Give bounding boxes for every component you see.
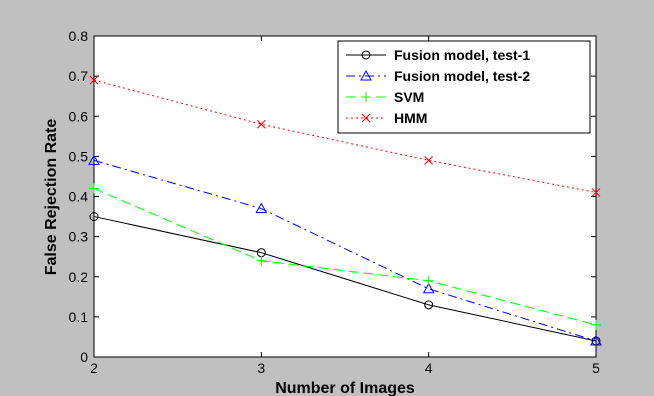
data-point [423, 275, 434, 286]
y-tick-label: 0.2 [69, 269, 89, 285]
series-line [93, 79, 597, 193]
data-point [255, 202, 268, 214]
data-point [89, 212, 99, 222]
data-point [89, 183, 99, 194]
legend-marker [361, 113, 371, 123]
legend-label: Fusion model, test-2 [394, 68, 530, 84]
series-3 [89, 75, 601, 197]
x-tick-label: 2 [90, 360, 98, 376]
series-1 [88, 154, 602, 346]
y-tick-label: 0.4 [69, 189, 89, 205]
legend-item: Fusion model, test-1 [346, 47, 530, 63]
legend-label: Fusion model, test-1 [394, 47, 530, 63]
legend-item: SVM [346, 89, 424, 105]
legend-label: HMM [394, 110, 427, 126]
data-point [422, 282, 435, 294]
x-tick-label: 4 [425, 360, 433, 376]
y-tick-label: 0.8 [69, 28, 89, 44]
data-point [89, 75, 99, 85]
data-point [88, 154, 100, 165]
y-axis-label: False Rejection Rate [43, 119, 60, 276]
y-tick-label: 0.5 [69, 148, 89, 164]
legend-box [337, 40, 591, 134]
y-tick-label: 0.7 [69, 68, 89, 84]
y-tick-label: 0 [80, 349, 88, 365]
x-axis-label: Number of Images [275, 380, 415, 396]
data-point [591, 319, 601, 330]
data-point [256, 255, 267, 266]
series-line [93, 188, 597, 326]
y-tick-label: 0.1 [69, 309, 89, 325]
legend-item: Fusion model, test-2 [346, 68, 530, 84]
legend-item: HMM [346, 110, 427, 126]
legend-marker [360, 69, 372, 81]
x-tick-label: 3 [257, 360, 265, 376]
data-point [424, 300, 434, 310]
x-tick-label: 5 [592, 360, 600, 376]
data-point [256, 119, 266, 129]
series-line [93, 159, 597, 342]
legend-label: SVM [394, 89, 424, 105]
data-point [424, 156, 434, 165]
series-line [93, 216, 597, 342]
legend-marker [361, 92, 371, 102]
y-tick-label: 0.3 [69, 229, 89, 245]
data-point [591, 188, 601, 197]
legend-marker [361, 50, 371, 60]
y-tick-label: 0.6 [69, 108, 89, 124]
series-2 [89, 183, 601, 330]
data-point [590, 334, 602, 346]
